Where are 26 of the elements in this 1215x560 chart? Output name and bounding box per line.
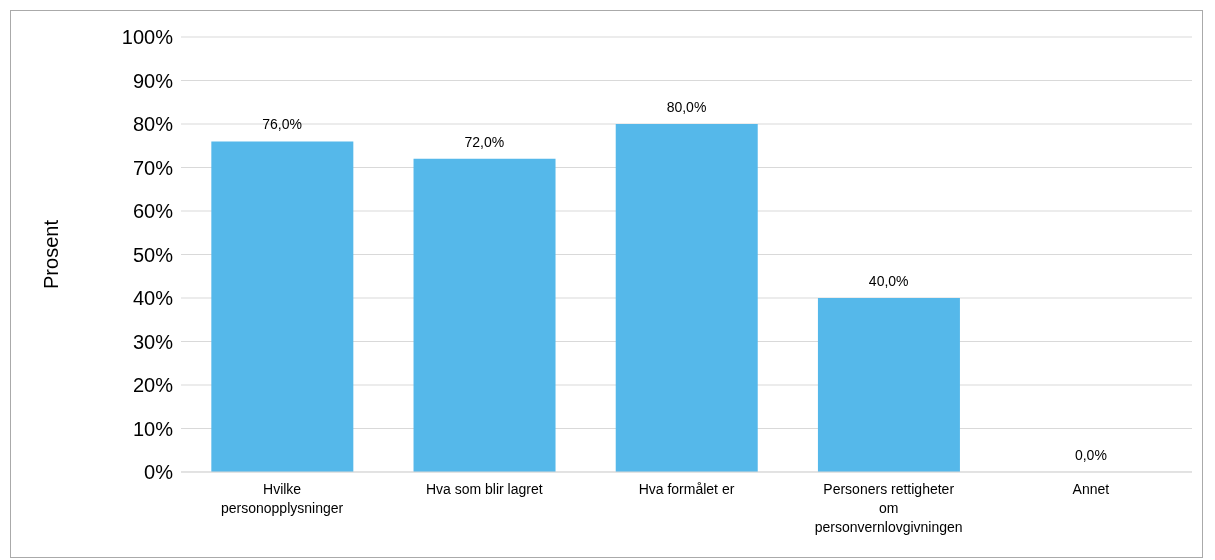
data-label: 80,0%	[666, 99, 707, 115]
data-label: 40,0%	[868, 273, 909, 289]
y-tick-label: 40%	[132, 287, 174, 310]
y-axis-title: Prosent	[40, 219, 63, 289]
y-tick-label: 60%	[132, 200, 174, 223]
x-tick-label: Annet	[1072, 481, 1110, 497]
y-tick-label: 10%	[132, 417, 174, 440]
bar	[817, 298, 960, 472]
x-tick-label: Personers rettigheter om personvernlovgivningen	[814, 481, 963, 535]
data-label: 72,0%	[464, 133, 505, 150]
y-tick-label: 30%	[132, 330, 174, 353]
x-tick-label: Hvilke personopplysninger	[221, 481, 344, 516]
x-tick-label: Hva formålet er	[638, 481, 735, 497]
y-tick-label: 100%	[121, 26, 174, 49]
x-tick-label: Hva som blir lagret	[425, 481, 543, 497]
y-tick-label: 90%	[132, 69, 174, 92]
y-tick-label: 0%	[144, 461, 174, 484]
bar	[615, 124, 758, 472]
y-tick-label: 50%	[132, 243, 174, 266]
bar	[413, 158, 556, 472]
data-label: 76,0%	[262, 116, 302, 133]
data-label: 0,0%	[1074, 447, 1107, 463]
bar	[211, 141, 354, 472]
y-tick-label: 20%	[132, 374, 174, 397]
y-tick-label: 80%	[132, 113, 174, 136]
y-tick-label: 70%	[132, 156, 174, 179]
